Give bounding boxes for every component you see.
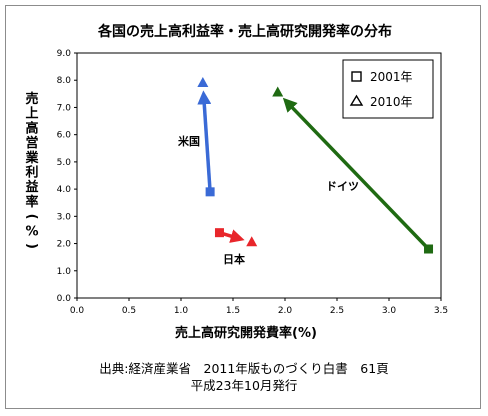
y-tick-label: 3.0 xyxy=(57,212,72,222)
y-tick-label: 6.0 xyxy=(57,131,72,141)
y-axis-label-char: 上 xyxy=(25,107,38,122)
y-axis-label-char: 率 xyxy=(25,194,38,210)
x-tick-label: 1.0 xyxy=(174,306,189,316)
series-label: ドイツ xyxy=(326,180,359,193)
y-tick-label: 1.0 xyxy=(57,267,72,277)
y-axis-label-char: 益 xyxy=(25,179,38,195)
y-axis-label-char: 高 xyxy=(25,120,38,136)
x-tick-label: 0.5 xyxy=(122,306,136,316)
y-axis-label-char: 売 xyxy=(25,91,38,107)
trend-arrow xyxy=(197,90,212,192)
y-tick-label: 5.0 xyxy=(57,158,72,168)
source-line-1: 出典:経済産業省 2011年版ものづくり白書 61頁 xyxy=(99,361,389,376)
source-line-2: 平成23年10月発行 xyxy=(190,378,298,393)
data-point-2010 xyxy=(272,86,284,97)
y-tick-label: 9.0 xyxy=(57,49,72,59)
x-tick-label: 2.0 xyxy=(278,306,293,316)
data-point-2010 xyxy=(246,236,258,247)
x-tick-label: 3.5 xyxy=(434,306,448,316)
y-axis-label-char: ( xyxy=(24,214,39,220)
data-point-2001 xyxy=(205,187,215,197)
x-tick-label: 1.5 xyxy=(226,306,240,316)
data-point-2010 xyxy=(197,76,209,87)
y-tick-label: 7.0 xyxy=(57,103,72,113)
data-point-2001 xyxy=(214,228,224,238)
x-tick-label: 3.0 xyxy=(382,306,397,316)
data-point-2001 xyxy=(424,244,434,254)
y-axis-label-char: ) xyxy=(24,243,39,249)
legend-box xyxy=(342,59,434,119)
legend-label: 2010年 xyxy=(370,95,413,109)
y-axis-label-char: 営 xyxy=(25,135,38,151)
legend-square-icon xyxy=(351,71,362,82)
trend-arrow xyxy=(282,97,430,251)
y-axis-label-char: 利 xyxy=(25,165,38,181)
chart-title: 各国の売上高利益率・売上高研究開発率の分布 xyxy=(97,23,392,40)
series-label: 日本 xyxy=(223,252,245,266)
x-tick-label: 2.5 xyxy=(330,306,344,316)
x-tick-label: 0.0 xyxy=(70,306,85,316)
source-footer: 出典:経済産業省 2011年版ものづくり白書 61頁 平成23年10月発行 xyxy=(0,360,488,394)
y-tick-label: 2.0 xyxy=(57,240,72,250)
y-tick-label: 4.0 xyxy=(57,185,72,195)
series-label: 米国 xyxy=(177,134,200,148)
legend-triangle-icon xyxy=(349,94,364,106)
y-axis-label-char: 業 xyxy=(24,150,39,166)
y-tick-label: 8.0 xyxy=(57,76,72,86)
y-tick-label: 0.0 xyxy=(57,294,72,304)
x-axis-label: 売上高研究開発費率(%) xyxy=(175,325,317,341)
legend-label: 2001年 xyxy=(370,70,413,84)
y-axis-label-char: % xyxy=(25,224,38,239)
